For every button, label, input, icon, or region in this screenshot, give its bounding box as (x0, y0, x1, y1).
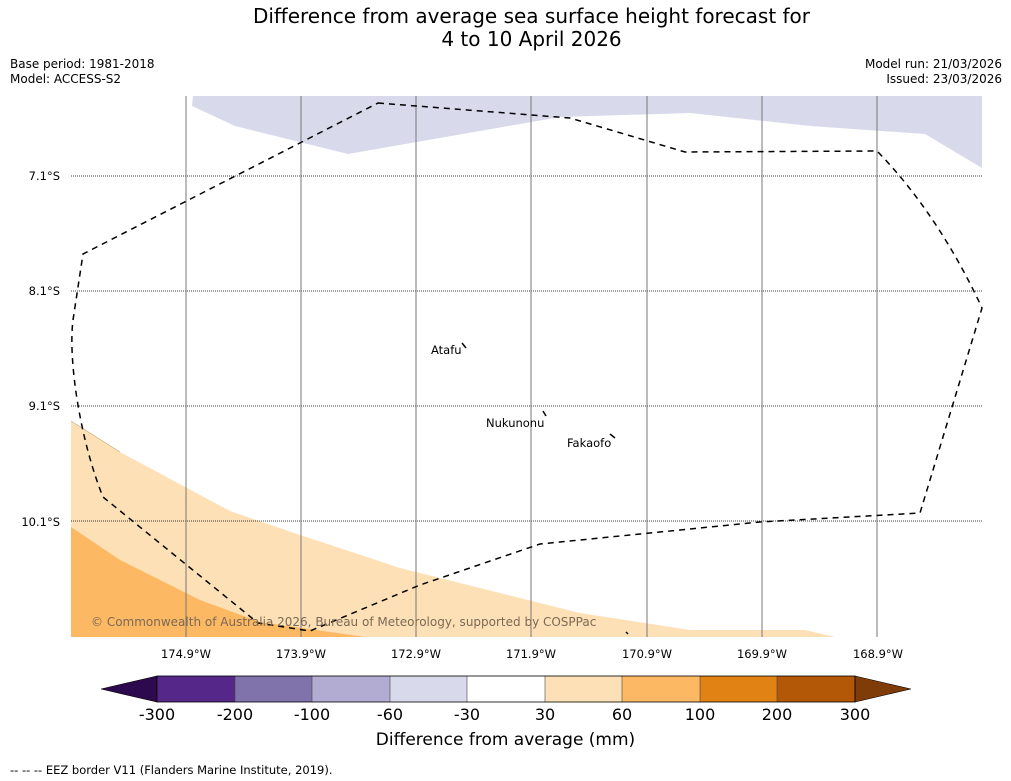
colorbar-bin-9 (777, 676, 855, 702)
meta-right: Model run: 21/03/2026 Issued: 23/03/2026 (865, 57, 1002, 87)
colorbar-tick: 300 (839, 705, 871, 724)
lon-label-170-9: 170.9°W (621, 647, 673, 661)
lat-label-7-1: 7.1°S (28, 169, 60, 183)
copyright-notice: © Commonwealth of Australia 2026, Bureau… (91, 615, 597, 629)
fakaofo-island (609, 433, 616, 439)
lat-label-9-1: 9.1°S (28, 399, 60, 413)
colorbar-bin-6 (545, 676, 622, 702)
lon-label-171-9: 171.9°W (505, 647, 557, 661)
eez-border (71, 102, 983, 632)
place-atafu: Atafu (431, 343, 462, 357)
nukunonu-island (542, 410, 547, 417)
anomaly-positive-region-light (71, 421, 835, 637)
latitude-gridlines (71, 175, 982, 522)
colorbar-bin-1 (157, 676, 235, 702)
atafu-island (461, 342, 467, 349)
issued-date: Issued: 23/03/2026 (886, 72, 1002, 86)
colorbar-tick: 100 (684, 705, 716, 724)
place-nukunonu: Nukunonu (486, 416, 545, 430)
anomaly-negative-region (192, 96, 982, 168)
colorbar-tick: 60 (611, 705, 633, 724)
lon-label-174-9: 174.9°W (160, 647, 212, 661)
lon-label-173-9: 173.9°W (275, 647, 327, 661)
colorbar-bin-4 (390, 676, 467, 702)
colorbar-bin-3 (312, 676, 390, 702)
title-line-1: Difference from average sea surface heig… (252, 4, 811, 28)
colorbar-extend-high (854, 675, 912, 703)
chart-title: Difference from average sea surface heig… (0, 5, 1011, 51)
colorbar-label: Difference from average (mm) (375, 730, 636, 750)
title-line-2: 4 to 10 April 2026 (441, 27, 622, 51)
colorbar-tick: -200 (216, 705, 254, 724)
small-island-mark (625, 631, 629, 635)
colorbar-tick: -60 (376, 705, 404, 724)
colorbar-bin-7 (622, 676, 700, 702)
colorbar-bin-2 (235, 676, 312, 702)
lon-label-168-9: 168.9°W (852, 647, 904, 661)
eez-legend: -- -- -- EEZ border V11 (Flanders Marine… (10, 763, 333, 777)
colorbar-bin-8 (700, 676, 777, 702)
colorbar-tick: -30 (453, 705, 481, 724)
longitude-gridlines (185, 96, 878, 637)
lon-label-169-9: 169.9°W (736, 647, 788, 661)
colorbar (100, 675, 912, 703)
place-fakaofo: Fakaofo (567, 436, 612, 450)
lat-label-10-1: 10.1°S (21, 515, 60, 529)
colorbar-tick: 200 (761, 705, 793, 724)
anomaly-positive-region-medium (71, 527, 365, 637)
colorbar-tick: -300 (138, 705, 176, 724)
meta-left: Base period: 1981-2018 Model: ACCESS-S2 (10, 57, 155, 87)
lon-label-172-9: 172.9°W (390, 647, 442, 661)
model-name: Model: ACCESS-S2 (10, 72, 122, 86)
colorbar-extend-low (100, 675, 158, 703)
base-period: Base period: 1981-2018 (10, 57, 155, 71)
colorbar-bin-5 (467, 676, 545, 702)
colorbar-tick: 30 (534, 705, 556, 724)
colorbar-tick: -100 (293, 705, 331, 724)
model-run: Model run: 21/03/2026 (864, 57, 1002, 71)
lat-label-8-1: 8.1°S (28, 284, 60, 298)
